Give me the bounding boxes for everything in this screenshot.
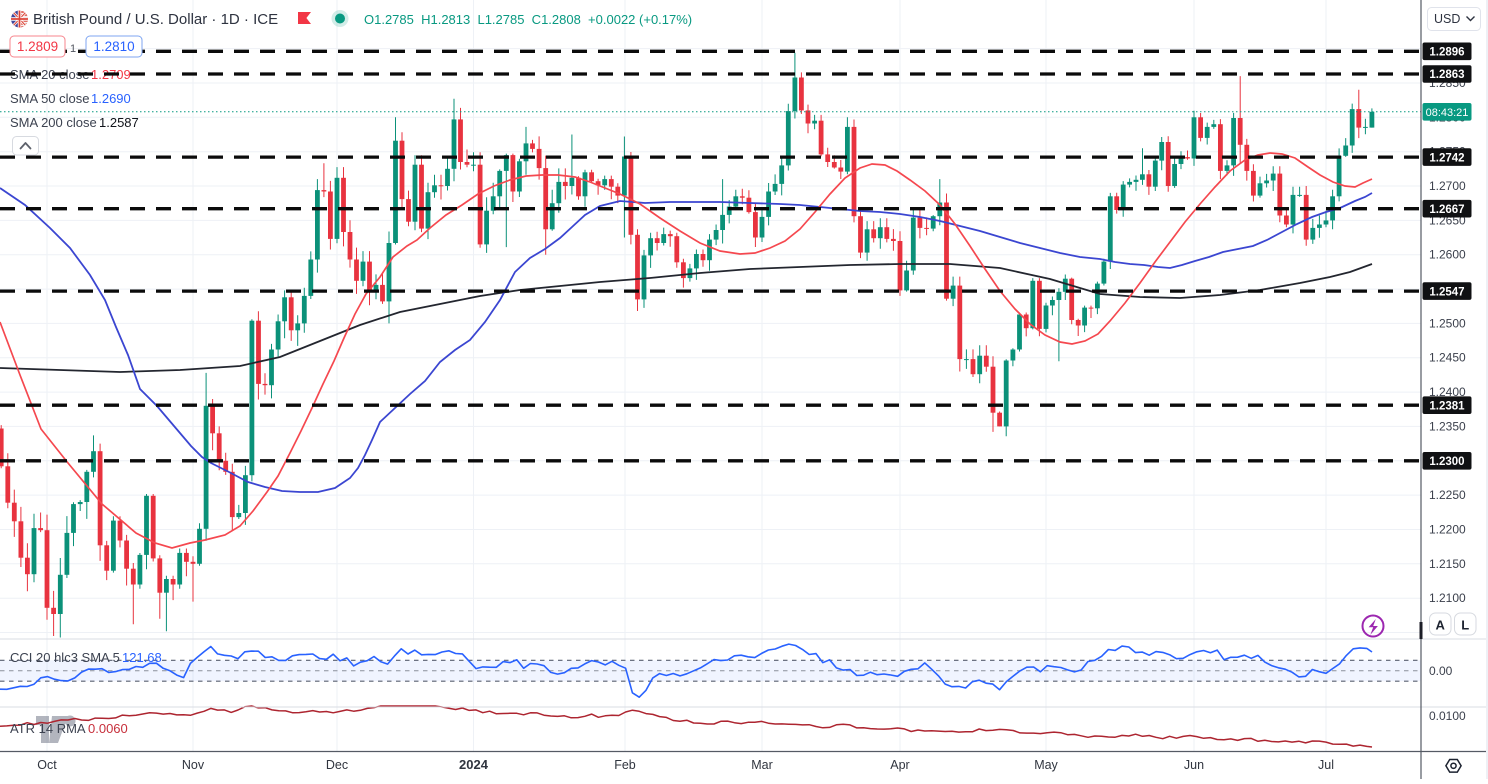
- svg-text:1.2600: 1.2600: [1429, 248, 1466, 262]
- svg-text:1: 1: [70, 43, 76, 55]
- svg-text:1.2810: 1.2810: [93, 39, 134, 54]
- svg-text:121.68: 121.68: [122, 650, 162, 665]
- svg-text:Jul: Jul: [1318, 758, 1334, 772]
- svg-text:1.2350: 1.2350: [1429, 419, 1466, 433]
- svg-text:Nov: Nov: [182, 758, 205, 772]
- svg-text:0.00: 0.00: [1429, 664, 1453, 678]
- svg-text:British Pound / U.S. Dollar ·: British Pound / U.S. Dollar · 1D · ICE: [33, 11, 278, 28]
- svg-text:CCI 20 hlc3 SMA 5: CCI 20 hlc3 SMA 5: [10, 650, 120, 665]
- svg-text:1.2100: 1.2100: [1429, 591, 1466, 605]
- svg-text:Mar: Mar: [751, 758, 773, 772]
- svg-text:1.2809: 1.2809: [17, 39, 58, 54]
- svg-text:Feb: Feb: [614, 758, 636, 772]
- svg-text:1.2863: 1.2863: [1429, 69, 1464, 81]
- svg-text:1.2381: 1.2381: [1429, 400, 1465, 412]
- svg-text:2024: 2024: [459, 757, 489, 772]
- svg-text:1.2400: 1.2400: [1429, 385, 1466, 399]
- svg-text:Dec: Dec: [326, 758, 348, 772]
- svg-text:May: May: [1034, 758, 1058, 772]
- svg-text:SMA 20 close: SMA 20 close: [10, 67, 90, 82]
- svg-text:1.2700: 1.2700: [1429, 179, 1466, 193]
- svg-text:1.2500: 1.2500: [1429, 316, 1466, 330]
- svg-text:USD: USD: [1434, 12, 1460, 26]
- svg-text:L: L: [1461, 618, 1469, 633]
- svg-text:1.2150: 1.2150: [1429, 557, 1466, 571]
- svg-text:A: A: [1436, 618, 1446, 633]
- svg-text:1.2667: 1.2667: [1429, 204, 1464, 216]
- svg-text:0.0100: 0.0100: [1429, 709, 1466, 723]
- svg-text:1.2742: 1.2742: [1429, 152, 1464, 164]
- svg-text:1.2587: 1.2587: [99, 115, 139, 130]
- svg-text:1.2547: 1.2547: [1429, 286, 1464, 298]
- svg-text:1.2690: 1.2690: [91, 91, 131, 106]
- svg-text:1.2300: 1.2300: [1429, 456, 1464, 468]
- svg-text:1.2250: 1.2250: [1429, 488, 1466, 502]
- svg-text:SMA 200 close: SMA 200 close: [10, 115, 97, 130]
- svg-text:ATR 14 RMA: ATR 14 RMA: [10, 721, 86, 736]
- svg-text:Oct: Oct: [37, 758, 57, 772]
- svg-text:SMA 50 close: SMA 50 close: [10, 91, 90, 106]
- svg-text:08:43:21: 08:43:21: [1426, 107, 1469, 119]
- svg-text:1.2896: 1.2896: [1429, 47, 1464, 59]
- svg-text:Apr: Apr: [890, 758, 909, 772]
- svg-text:Jun: Jun: [1184, 758, 1204, 772]
- svg-text:1.2200: 1.2200: [1429, 523, 1466, 537]
- svg-text:O1.2785 H1.2813 L1.2785 C1.: O1.2785 H1.2813 L1.2785 C1.2808 +0.0022 …: [364, 12, 692, 27]
- svg-text:0.0060: 0.0060: [88, 721, 128, 736]
- svg-text:1.2450: 1.2450: [1429, 351, 1466, 365]
